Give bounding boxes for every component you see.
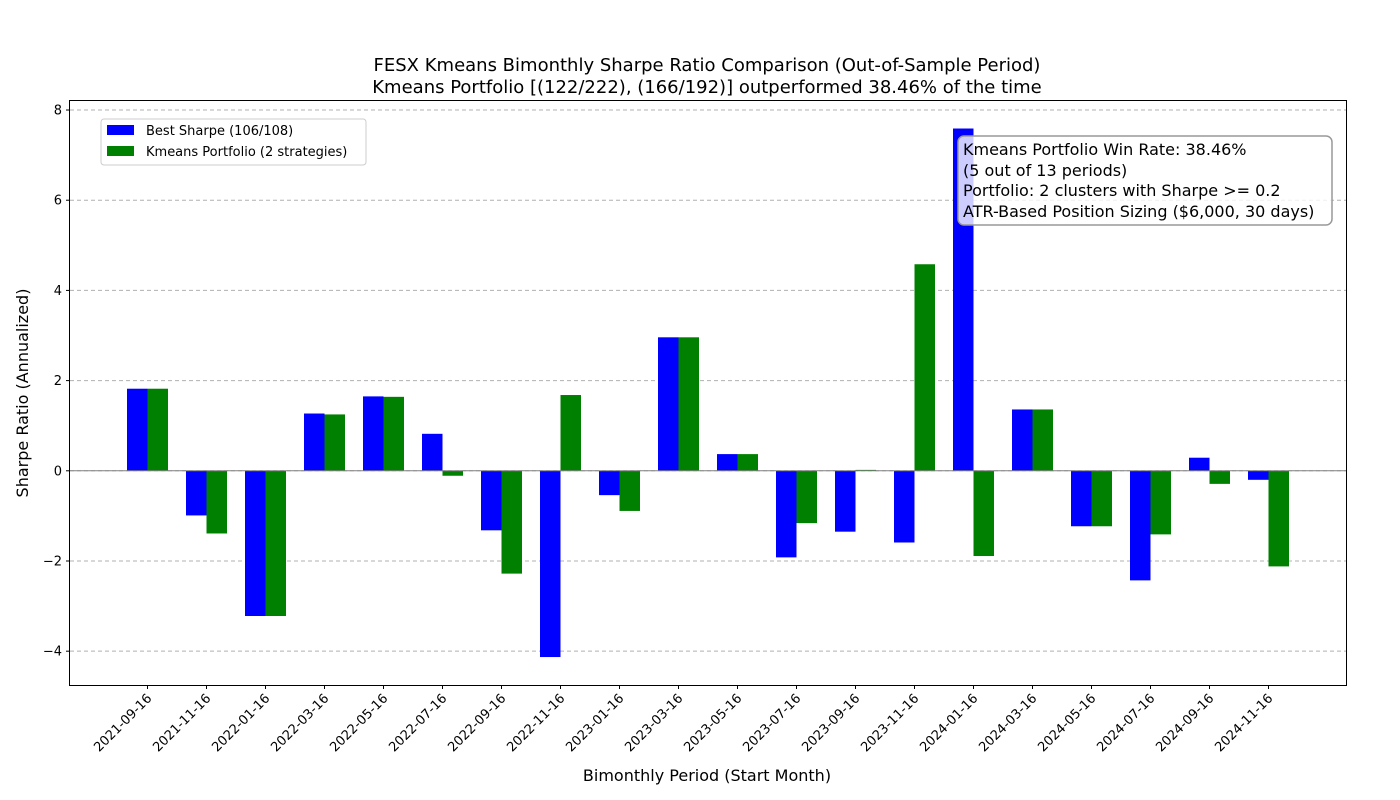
bar-kmeans-portfolio-2024-09-16 [1209,470,1230,484]
bar-best-sharpe-2023-05-16 [717,454,738,471]
y-axis-ticks: −4 −2 0 2 4 6 8 [43,104,70,660]
legend-label-best-sharpe: Best Sharpe (106/108) [146,124,293,139]
annotation-line-clusters: Portfolio: 2 clusters with Sharpe >= 0.2 [963,181,1281,200]
bar-kmeans-portfolio-2024-03-16 [1032,409,1053,471]
bar-kmeans-portfolio-2023-05-16 [737,454,758,471]
bar-best-sharpe-2022-07-16 [422,433,443,471]
chart-title: FESX Kmeans Bimonthly Sharpe Ratio Compa… [374,55,1041,76]
bar-kmeans-portfolio-2024-11-16 [1268,470,1289,567]
y-tick-label: 8 [54,104,62,119]
bar-best-sharpe-2024-11-16 [1248,470,1269,480]
bar-best-sharpe-2023-01-16 [599,470,620,496]
y-tick-label: −2 [43,554,62,569]
bar-kmeans-portfolio-2024-05-16 [1091,470,1112,527]
y-axis-label: Sharpe Ratio (Annualized) [13,289,32,498]
bar-best-sharpe-2021-11-16 [186,470,207,516]
y-tick-label: 4 [54,284,62,299]
bar-best-sharpe-2024-03-16 [1012,409,1033,471]
bar-kmeans-portfolio-2022-01-16 [265,470,286,617]
bar-best-sharpe-2021-09-16 [127,388,148,471]
y-tick-label: 2 [54,374,62,389]
legend: Best Sharpe (106/108) Kmeans Portfolio (… [100,118,367,166]
bar-kmeans-portfolio-2023-07-16 [796,470,817,524]
plot-area-frame [69,100,1347,686]
bar-best-sharpe-2022-05-16 [363,396,384,471]
bar-kmeans-portfolio-2022-11-16 [560,395,581,471]
bar-kmeans-portfolio-2022-05-16 [383,396,404,471]
bar-best-sharpe-2022-03-16 [304,413,325,471]
annotation-line-sizing: ATR-Based Position Sizing ($6,000, 30 da… [963,202,1314,221]
y-tick-label: 6 [54,194,62,209]
bar-kmeans-portfolio-2023-01-16 [619,470,640,511]
annotation-box: Kmeans Portfolio Win Rate: 38.46% (5 out… [957,135,1333,226]
y-tick-label: −4 [43,645,62,660]
legend-label-kmeans-portfolio: Kmeans Portfolio (2 strategies) [146,145,347,160]
bar-kmeans-portfolio-2023-11-16 [914,264,935,471]
annotation-frame [957,135,1333,226]
legend-frame [100,118,367,166]
bar-best-sharpe-2024-07-16 [1130,470,1151,581]
bar-best-sharpe-2022-01-16 [245,470,266,617]
bar-kmeans-portfolio-2023-03-16 [678,337,699,471]
bar-kmeans-portfolio-2021-11-16 [206,470,227,534]
bar-kmeans-portfolio-2024-01-16 [973,470,994,557]
bar-kmeans-portfolio-2021-09-16 [147,388,168,471]
bar-best-sharpe-2022-11-16 [540,470,561,658]
bar-kmeans-portfolio-2022-03-16 [324,414,345,471]
bar-best-sharpe-2024-09-16 [1189,457,1210,471]
bar-kmeans-portfolio-2022-07-16 [442,470,463,476]
legend-swatch-best-sharpe [107,125,134,135]
bar-kmeans-portfolio-2022-09-16 [501,470,522,574]
bar-best-sharpe-2022-09-16 [481,470,502,531]
bar-best-sharpe-2024-05-16 [1071,470,1092,527]
bar-best-sharpe-2023-03-16 [658,337,679,471]
bars [127,128,1289,658]
x-axis-label: Bimonthly Period (Start Month) [583,766,831,785]
bar-best-sharpe-2023-07-16 [776,470,797,558]
legend-swatch-kmeans-portfolio [107,146,134,156]
bar-kmeans-portfolio-2024-07-16 [1150,470,1171,535]
chart-subtitle: Kmeans Portfolio [(122/222), (166/192)] … [372,77,1042,98]
annotation-line-win-rate: Kmeans Portfolio Win Rate: 38.46% [963,140,1247,159]
bar-best-sharpe-2023-11-16 [894,470,915,543]
bar-best-sharpe-2023-09-16 [835,470,856,532]
annotation-line-periods: (5 out of 13 periods) [963,161,1127,180]
y-tick-label: 0 [54,464,62,479]
